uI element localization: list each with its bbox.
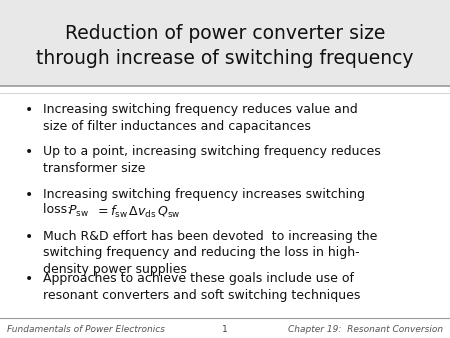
Text: Reduction of power converter size
through increase of switching frequency: Reduction of power converter size throug… <box>36 24 414 68</box>
Text: Fundamentals of Power Electronics: Fundamentals of Power Electronics <box>7 325 165 334</box>
Text: Up to a point, increasing switching frequency reduces
transformer size: Up to a point, increasing switching freq… <box>43 145 381 175</box>
Text: Much R&D effort has been devoted  to increasing the
switching frequency and redu: Much R&D effort has been devoted to incr… <box>43 230 377 276</box>
Text: •: • <box>25 145 33 159</box>
Text: Increasing switching frequency increases switching: Increasing switching frequency increases… <box>43 188 365 200</box>
Text: $= f_{\mathregular{sw}}\,\Delta v_{\mathregular{ds}}\,Q_{\mathregular{sw}}$: $= f_{\mathregular{sw}}\,\Delta v_{\math… <box>94 203 180 220</box>
Text: Approaches to achieve these goals include use of
resonant converters and soft sw: Approaches to achieve these goals includ… <box>43 272 360 301</box>
Text: loss:: loss: <box>43 203 75 216</box>
Text: $P_{\mathregular{sw}}$: $P_{\mathregular{sw}}$ <box>68 203 88 219</box>
Text: •: • <box>25 230 33 244</box>
Text: Increasing switching frequency reduces value and
size of filter inductances and : Increasing switching frequency reduces v… <box>43 103 357 132</box>
Text: •: • <box>25 272 33 286</box>
Text: •: • <box>25 188 33 201</box>
Text: •: • <box>25 103 33 117</box>
Text: Chapter 19:  Resonant Conversion: Chapter 19: Resonant Conversion <box>288 325 443 334</box>
Text: 1: 1 <box>222 325 228 334</box>
Bar <box>0 0 450 86</box>
